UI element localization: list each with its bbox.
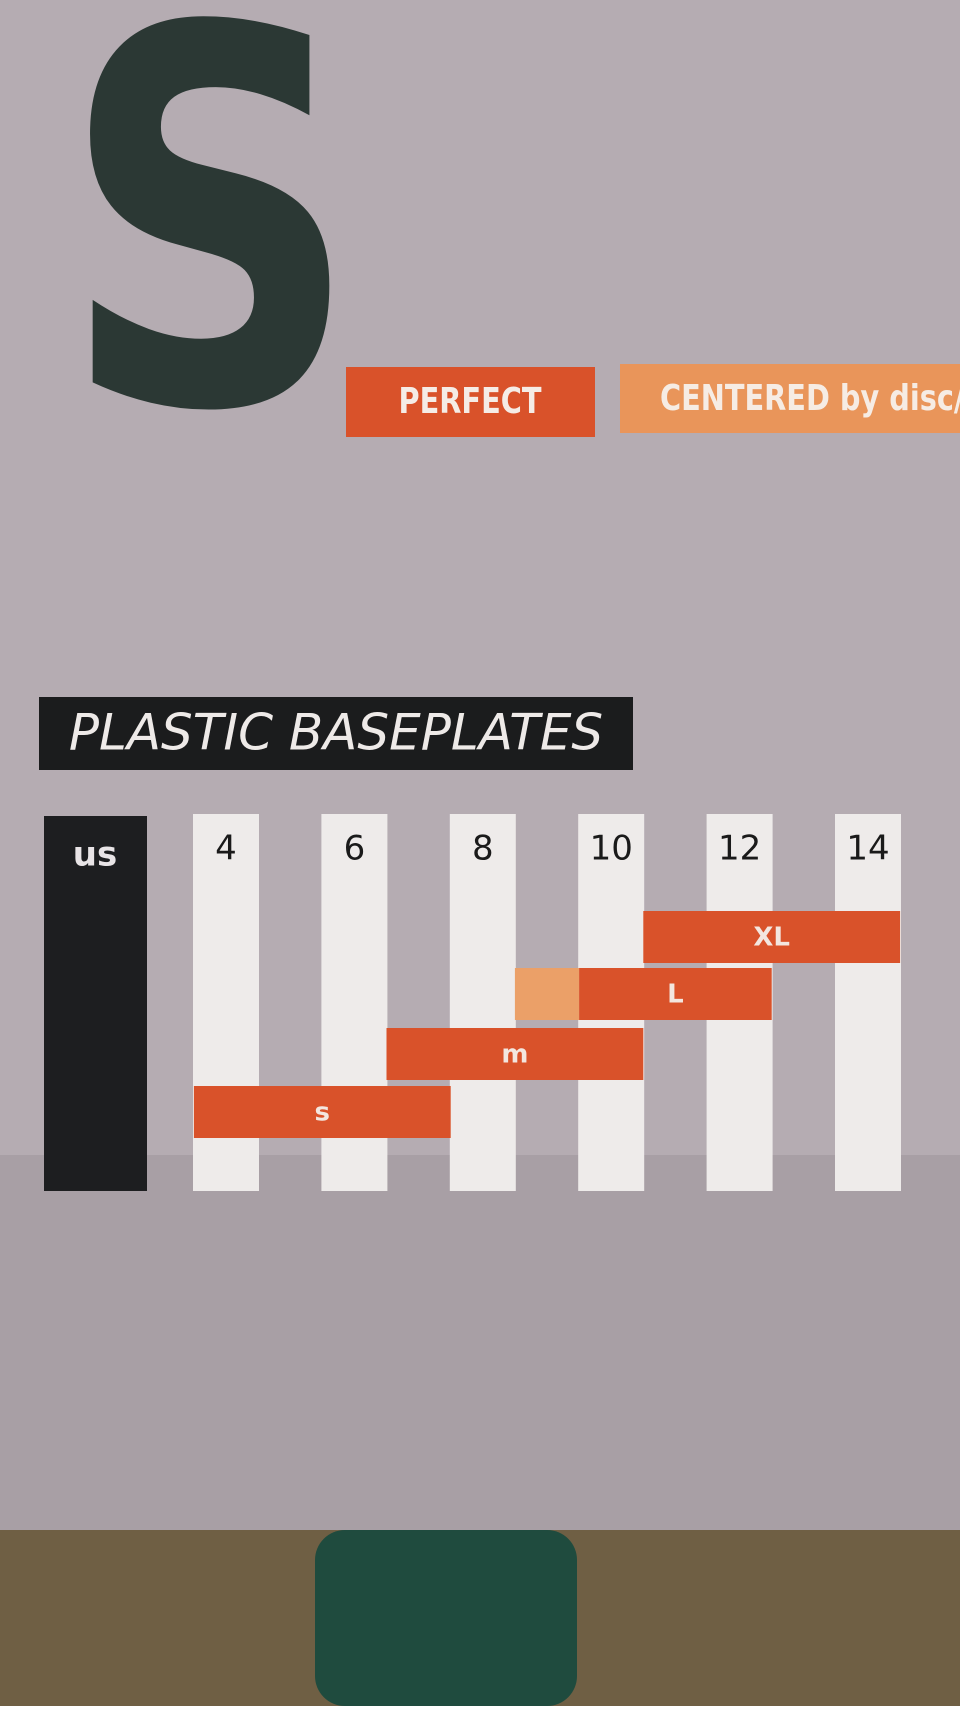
x-tick-label: 14 bbox=[846, 829, 889, 869]
size-column bbox=[835, 814, 901, 1191]
range-bar bbox=[579, 968, 772, 1020]
tag-box bbox=[346, 367, 595, 437]
x-tick-label: 4 bbox=[215, 829, 237, 869]
range-bar bbox=[386, 1028, 644, 1080]
title-box bbox=[39, 697, 633, 770]
range-label: s bbox=[315, 1098, 330, 1128]
axis-label-box bbox=[44, 816, 147, 1191]
shadow bbox=[0, 1155, 960, 1530]
axis-label: us bbox=[73, 835, 117, 875]
range-label: XL bbox=[753, 923, 790, 953]
floor-object bbox=[315, 1530, 577, 1706]
x-tick-label: 6 bbox=[344, 829, 366, 869]
tag: CENTERED by disc/ bbox=[660, 377, 960, 419]
range-label: L bbox=[667, 980, 684, 1010]
x-tick-label: 10 bbox=[590, 829, 633, 869]
chart: 4 6 8 10 12 14 s m L XL bbox=[193, 814, 901, 1191]
x-tick-label: 12 bbox=[718, 829, 761, 869]
range-bar bbox=[643, 911, 901, 963]
range-label: m bbox=[501, 1040, 528, 1070]
range-bar bbox=[193, 1086, 451, 1138]
x-tick-label: 8 bbox=[472, 829, 494, 869]
size-column bbox=[449, 814, 516, 1191]
tag: PERFECT bbox=[399, 380, 543, 422]
range-extension bbox=[514, 968, 580, 1020]
chart-title: PLASTIC BASEPLATES bbox=[69, 704, 603, 762]
brand-letter: S bbox=[60, 0, 360, 526]
tag-box bbox=[620, 364, 960, 433]
